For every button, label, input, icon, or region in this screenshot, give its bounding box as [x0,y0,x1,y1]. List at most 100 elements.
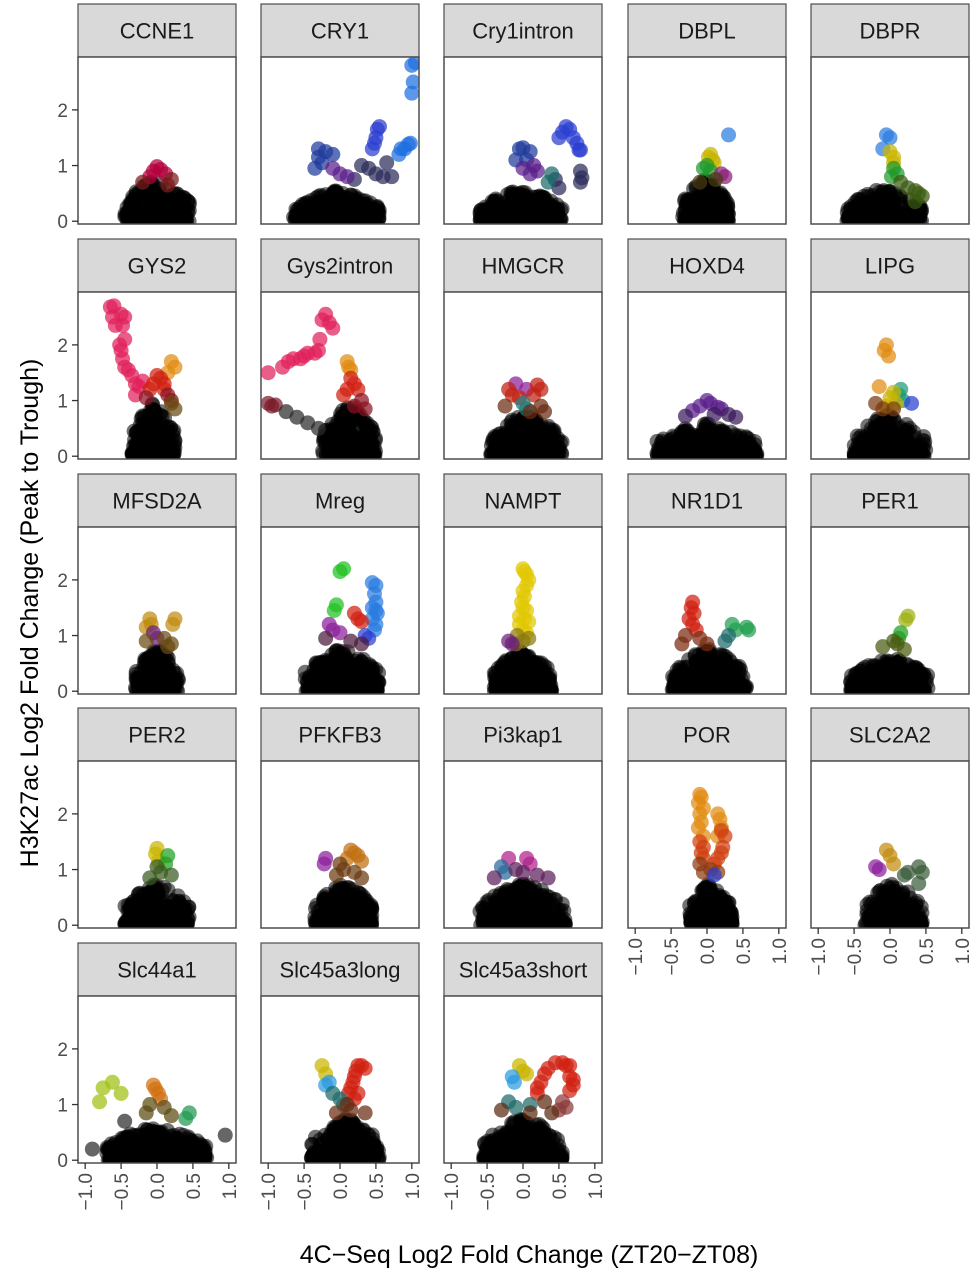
facet-panel: LIPG [810,238,970,460]
strip-label: LIPG [865,254,915,279]
data-point [709,683,725,694]
highlight-point [163,867,179,883]
panel-border [810,56,970,225]
data-point [534,193,550,209]
highlight-point [515,160,531,176]
data-point [126,917,142,928]
highlight-point [875,401,891,417]
strip-background [810,238,970,293]
point-layer [127,611,186,694]
strip-background [77,238,237,293]
strip-background [260,707,420,762]
strip-label: CRY1 [311,19,369,44]
data-point [340,211,356,224]
panel-border [260,760,420,929]
highlight-point [142,870,158,886]
data-point [696,437,712,453]
facet-panel: HMGCR [443,238,603,460]
data-point [153,404,169,420]
highlight-point [721,127,737,143]
strip-label: DBPL [678,19,735,44]
data-point [710,657,726,673]
highlight-point [160,177,176,193]
highlight-point [898,612,914,628]
panel-border [627,526,787,695]
data-point [343,911,359,927]
data-point [675,442,691,458]
data-point [734,682,750,694]
data-point [165,424,181,440]
data-point [709,425,725,441]
highlight-point [572,142,588,158]
strip-background [443,238,603,293]
highlight-point [328,867,344,883]
highlight-point [692,174,708,190]
point-layer [297,561,387,694]
strip-label: HOXD4 [669,254,745,279]
highlight-point [310,420,326,436]
data-point [530,422,546,438]
data-point [363,436,379,452]
highlight-point [332,625,348,641]
data-point [872,184,888,200]
data-point [132,431,148,447]
point-layer [675,127,737,224]
highlight-point [875,639,891,655]
highlight-point [135,174,151,190]
data-point [872,416,888,432]
data-point [713,190,729,206]
data-point [504,186,520,202]
data-point [140,212,156,224]
highlight-point [708,171,724,187]
strip-background [443,707,603,762]
highlight-point [326,603,342,618]
panel-border [77,760,237,929]
data-point [700,212,716,224]
highlight-point [504,636,520,652]
data-point [844,212,860,224]
highlight-point [537,404,553,420]
data-point [909,680,925,694]
data-point [899,211,915,224]
data-point [339,654,355,670]
highlight-point [551,130,567,146]
data-point [541,682,557,694]
data-point [528,211,544,224]
data-point [550,445,566,459]
data-point [146,421,162,437]
data-point [150,649,166,665]
point-layer [102,298,183,459]
point-layer [307,842,380,928]
data-point [488,667,504,683]
data-point [328,889,344,905]
highlight-point [307,160,323,176]
point-layer [843,608,936,694]
data-point [868,659,884,675]
data-point [350,884,366,900]
data-point [340,191,356,207]
data-point [367,674,383,690]
data-point [365,207,381,223]
data-point [918,442,934,458]
strip-background [627,238,787,293]
strip-label: CCNE1 [120,19,195,44]
point-layer [483,376,570,459]
data-point [696,199,712,215]
facet-panel: PER1 [810,473,970,695]
data-point [349,899,365,915]
highlight-point [407,57,419,71]
data-point [894,441,910,457]
strip-background [260,238,420,293]
strip-label: Cry1intron [472,19,573,44]
highlight-point [497,398,513,414]
highlight-point [357,401,373,417]
highlight-point [325,320,341,336]
data-point [686,683,702,694]
highlight-point [896,641,912,657]
panel-border [260,526,420,695]
data-point [488,681,504,694]
panel-border [443,56,603,225]
data-point [677,659,693,675]
data-point [530,659,546,675]
